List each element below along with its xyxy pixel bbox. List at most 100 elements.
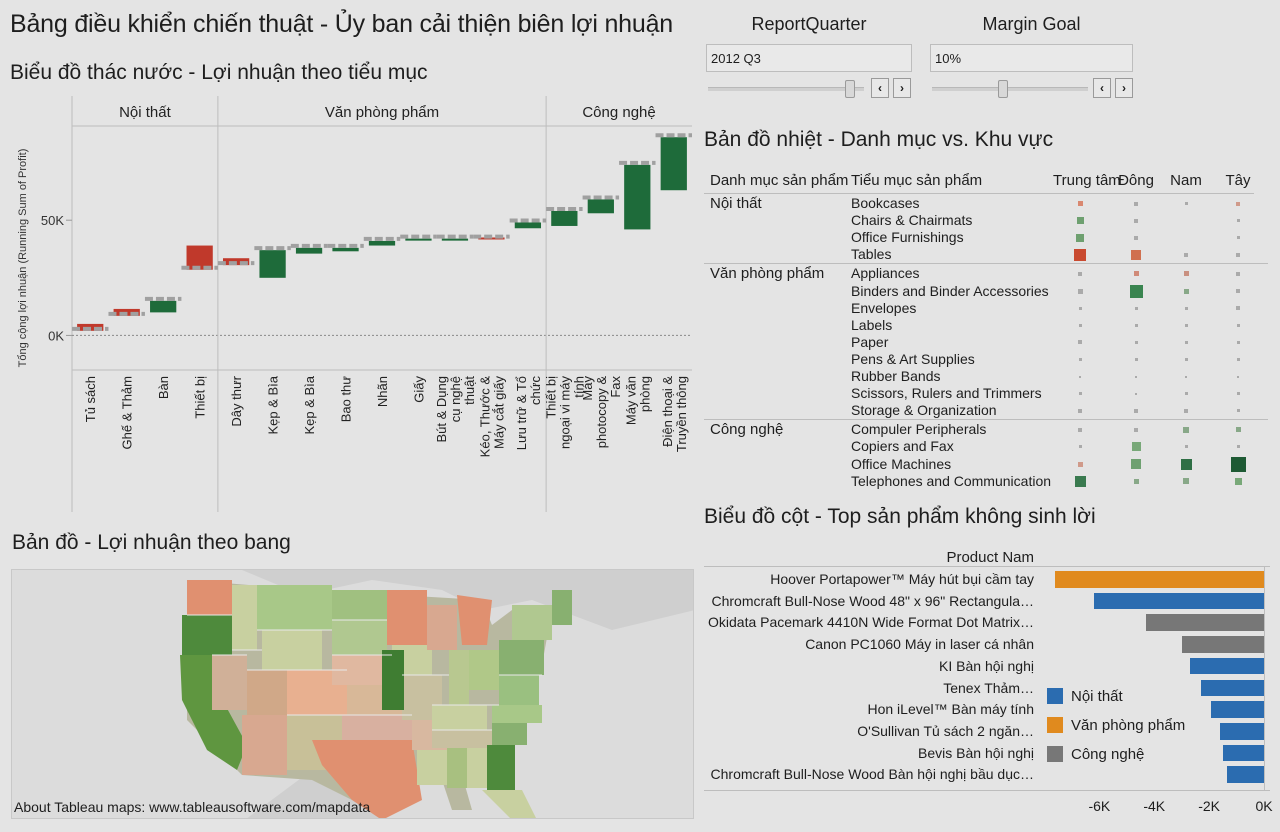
report-quarter-slider-track[interactable] — [708, 87, 864, 91]
margin-goal-next-button[interactable]: › — [1115, 78, 1133, 98]
heatmap-cell[interactable] — [1236, 201, 1240, 206]
heatmap-cell[interactable] — [1236, 445, 1240, 449]
state-va[interactable] — [499, 675, 539, 705]
state-wy[interactable] — [262, 630, 322, 670]
report-quarter-next-button[interactable]: › — [893, 78, 911, 98]
waterfall-bar[interactable] — [441, 238, 469, 241]
heatmap-cell[interactable] — [1184, 340, 1188, 344]
heatmap-cell[interactable] — [1078, 340, 1082, 345]
waterfall-bar[interactable] — [405, 238, 432, 241]
bar[interactable] — [1220, 722, 1264, 740]
heatmap-cell[interactable] — [1134, 357, 1138, 361]
heatmap-cell[interactable] — [1236, 323, 1240, 327]
state-sd[interactable] — [332, 620, 387, 655]
heatmap-cell[interactable] — [1074, 248, 1086, 261]
margin-goal-prev-button[interactable]: ‹ — [1093, 78, 1111, 98]
bar[interactable] — [1146, 614, 1264, 632]
state-sc[interactable] — [492, 720, 527, 745]
heatmap-cell[interactable] — [1236, 252, 1240, 257]
bar[interactable] — [1055, 571, 1264, 588]
heatmap-cell[interactable] — [1134, 340, 1138, 344]
bar[interactable] — [1181, 636, 1264, 653]
heatmap-cell[interactable] — [1236, 357, 1240, 361]
heatmap-cell[interactable] — [1135, 392, 1137, 395]
state-ca[interactable] — [180, 655, 247, 770]
waterfall-bar[interactable] — [150, 300, 177, 313]
heatmap-cell[interactable] — [1183, 426, 1189, 433]
heatmap-cell[interactable] — [1134, 201, 1138, 206]
bar[interactable] — [1189, 657, 1264, 675]
heatmap-cell[interactable] — [1236, 236, 1240, 240]
state-ga[interactable] — [487, 745, 515, 790]
state-nv[interactable] — [212, 655, 247, 710]
state-or[interactable] — [182, 615, 232, 655]
heatmap-cell[interactable] — [1077, 288, 1083, 294]
heatmap-cell[interactable] — [1134, 218, 1138, 223]
state-id[interactable] — [232, 585, 257, 650]
heatmap-cell[interactable] — [1076, 233, 1084, 242]
heatmap-cell[interactable] — [1134, 408, 1138, 413]
state-ms[interactable] — [447, 748, 467, 788]
heatmap-cell[interactable] — [1184, 408, 1188, 413]
state-wa[interactable] — [187, 580, 232, 615]
heatmap-cell[interactable] — [1183, 271, 1189, 277]
waterfall-bar[interactable] — [587, 199, 614, 214]
legend-item[interactable]: Văn phòng phẩm — [1047, 717, 1185, 734]
report-quarter-prev-button[interactable]: ‹ — [871, 78, 889, 98]
heatmap-cell[interactable] — [1078, 392, 1082, 396]
heatmap-cell[interactable] — [1078, 357, 1082, 361]
heatmap-cell[interactable] — [1184, 323, 1188, 327]
heatmap-cell[interactable] — [1183, 478, 1189, 485]
heatmap-cell[interactable] — [1236, 392, 1240, 396]
bar[interactable] — [1226, 766, 1264, 783]
state-la[interactable] — [417, 750, 447, 785]
heatmap-cell[interactable] — [1236, 340, 1240, 344]
heatmap-cell[interactable] — [1184, 445, 1188, 449]
heatmap-cell[interactable] — [1076, 217, 1084, 225]
state-wi[interactable] — [427, 605, 457, 650]
heatmap-cell[interactable] — [1235, 427, 1241, 433]
waterfall-bar[interactable] — [660, 137, 687, 191]
state-nd[interactable] — [332, 590, 387, 620]
heatmap-cell[interactable] — [1180, 458, 1192, 470]
heatmap-cell[interactable] — [1131, 249, 1141, 260]
heatmap-cell[interactable] — [1183, 288, 1189, 294]
state-nc[interactable] — [492, 705, 542, 723]
margin-goal-field[interactable]: 10% — [930, 44, 1133, 72]
heatmap-cell[interactable] — [1131, 442, 1141, 452]
heatmap-cell[interactable] — [1234, 477, 1242, 485]
heatmap-cell[interactable] — [1078, 427, 1082, 432]
waterfall-bar[interactable] — [368, 240, 396, 246]
state-fl[interactable] — [482, 790, 537, 819]
heatmap-cell[interactable] — [1184, 392, 1188, 396]
margin-goal-slider-track[interactable] — [932, 87, 1088, 91]
waterfall-bar[interactable] — [551, 210, 578, 226]
waterfall-bar[interactable] — [186, 245, 213, 270]
heatmap-cell[interactable] — [1236, 409, 1240, 413]
waterfall-bar[interactable] — [295, 247, 323, 254]
heatmap-cell[interactable] — [1135, 375, 1137, 378]
heatmap-cell[interactable] — [1184, 202, 1188, 206]
state-tx[interactable] — [312, 740, 422, 819]
state-new-england[interactable] — [552, 590, 572, 625]
heatmap-cell[interactable] — [1184, 306, 1188, 310]
heatmap-cell[interactable] — [1074, 475, 1086, 487]
heatmap-cell[interactable] — [1184, 357, 1188, 361]
heatmap-cell[interactable] — [1236, 306, 1240, 311]
state-mn[interactable] — [387, 590, 427, 645]
state-oh[interactable] — [469, 650, 499, 690]
heatmap-cell[interactable] — [1230, 456, 1246, 472]
heatmap-cell[interactable] — [1134, 323, 1138, 327]
waterfall-bar[interactable] — [514, 222, 542, 229]
heatmap-cell[interactable] — [1134, 427, 1138, 432]
heatmap-cell[interactable] — [1184, 252, 1188, 257]
heatmap-cell[interactable] — [1078, 271, 1082, 276]
heatmap-cell[interactable] — [1078, 323, 1082, 327]
state-tn[interactable] — [432, 730, 492, 748]
report-quarter-slider-thumb[interactable] — [845, 80, 855, 98]
waterfall-bar[interactable] — [259, 250, 286, 278]
heatmap-cell[interactable] — [1237, 375, 1239, 378]
heatmap-cell[interactable] — [1078, 306, 1082, 310]
legend-item[interactable]: Công nghệ — [1047, 746, 1144, 763]
heatmap-cell[interactable] — [1236, 289, 1240, 294]
